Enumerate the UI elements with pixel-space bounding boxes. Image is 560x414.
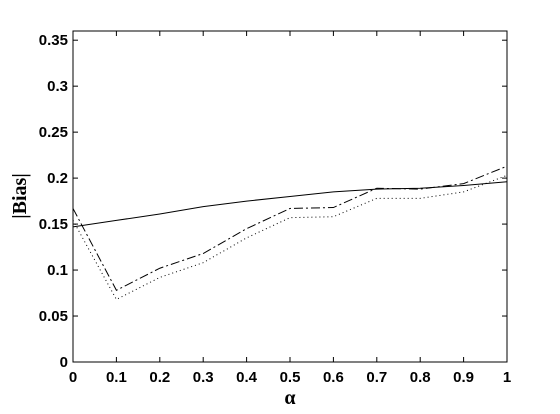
- y-tick-label: 0.2: [47, 170, 68, 187]
- x-tick-label: 0.2: [149, 369, 170, 386]
- x-tick-label: 0: [69, 369, 77, 386]
- x-axis-label: α: [284, 387, 295, 409]
- x-tick-label: 0.7: [366, 369, 387, 386]
- y-axis-label: |Bias|: [9, 173, 31, 219]
- x-tick-label: 0.9: [453, 369, 474, 386]
- x-tick-label: 1: [503, 369, 511, 386]
- x-tick-label: 0.8: [410, 369, 431, 386]
- y-tick-label: 0.3: [47, 78, 68, 95]
- y-tick-label: 0.05: [39, 308, 68, 325]
- data-line: [72, 165, 508, 291]
- x-tick-label: 0.6: [323, 369, 344, 386]
- x-tick-label: 0.3: [193, 369, 214, 386]
- x-tick-label: 0.1: [106, 369, 127, 386]
- x-tick-label: 0.4: [236, 369, 258, 386]
- y-tick-label: 0.35: [39, 32, 68, 49]
- y-tick-label: 0.1: [47, 262, 68, 279]
- y-tick-label: 0: [60, 354, 68, 371]
- x-tick-label: 0.5: [280, 369, 301, 386]
- y-tick-label: 0.15: [39, 216, 68, 233]
- y-tick-label: 0.25: [39, 124, 68, 141]
